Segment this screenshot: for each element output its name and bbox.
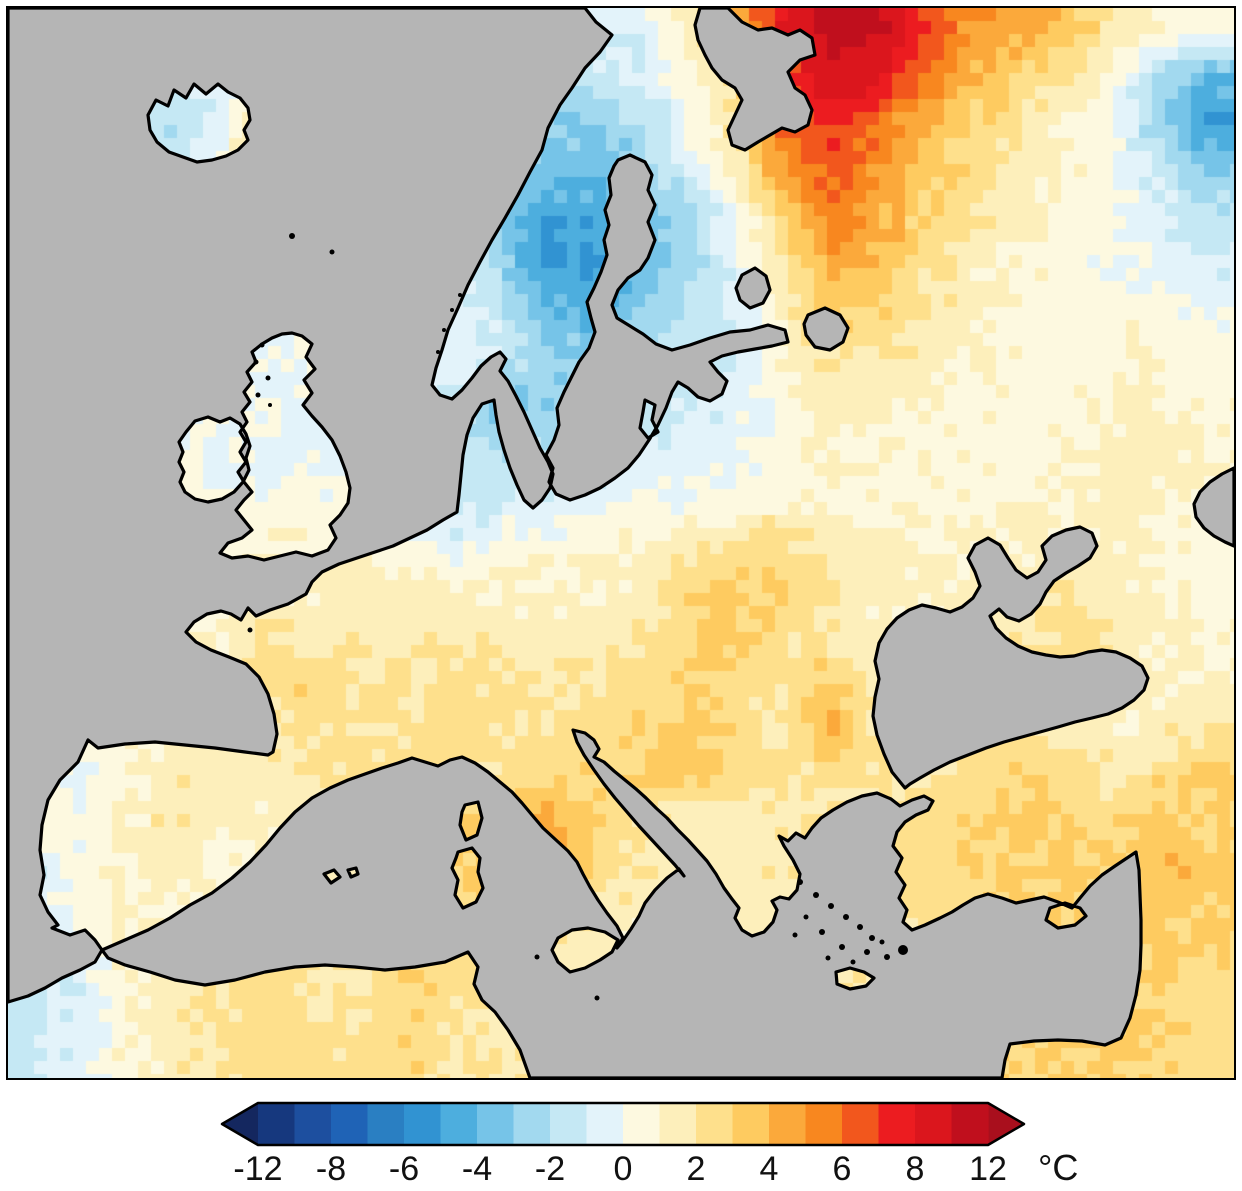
colorbar-bin <box>367 1103 405 1145</box>
colorbar-tick-label: 6 <box>833 1150 852 1188</box>
colorbar-tick-label: -4 <box>462 1150 492 1188</box>
colorbar-tick-label: 0 <box>614 1150 633 1188</box>
colorbar-bin <box>258 1103 296 1145</box>
colorbar-left-arrow <box>222 1103 258 1145</box>
colorbar-bin <box>878 1103 916 1145</box>
islet-speck <box>857 924 863 930</box>
colorbar-bin <box>440 1103 478 1145</box>
islet-speck <box>825 955 831 961</box>
colorbar-bin <box>550 1103 588 1145</box>
islet-speck <box>253 359 259 365</box>
islet-speck <box>813 892 819 898</box>
colorbar-bin <box>623 1103 661 1145</box>
islet-speck <box>879 939 885 945</box>
islet-speck <box>797 879 803 885</box>
colorbar-tick-label: 8 <box>906 1150 925 1188</box>
colorbar-tick-label: -2 <box>535 1150 565 1188</box>
colorbar-bin <box>805 1103 843 1145</box>
colorbar-bin <box>477 1103 515 1145</box>
colorbar-tick-label: -6 <box>389 1150 419 1188</box>
colorbar-bin <box>513 1103 551 1145</box>
islet-speck <box>843 914 849 920</box>
islet-speck <box>289 233 295 239</box>
islet-speck <box>803 914 809 920</box>
islet-speck <box>534 954 540 960</box>
islet-speck <box>329 249 335 255</box>
islet-speck <box>819 929 825 935</box>
temperature-unit-label: °C <box>1038 1147 1078 1188</box>
islet-speck <box>265 375 271 381</box>
islet-speck <box>828 903 834 909</box>
colorbar-outline <box>220 1101 1026 1147</box>
colorbar-bin <box>732 1103 770 1145</box>
islet-speck <box>436 350 440 354</box>
colorbar-bin <box>951 1103 989 1145</box>
colorbar-bin <box>769 1103 807 1145</box>
islet-speck <box>442 328 446 332</box>
colorbar-bin <box>696 1103 734 1145</box>
colorbar: -12 -8 -6 -4 -2 0 2 4 6 8 12 °C <box>220 1101 1078 1188</box>
islet-speck <box>869 935 875 941</box>
colorbar-bin <box>331 1103 369 1145</box>
islet-speck <box>850 959 856 965</box>
colorbar-tick-label: -8 <box>316 1150 346 1188</box>
colorbar-bin <box>586 1103 624 1145</box>
small-islands <box>247 233 908 1001</box>
colorbar-bin <box>842 1103 880 1145</box>
colorbar-bin <box>294 1103 332 1145</box>
colorbar-tick-label: 4 <box>760 1150 779 1188</box>
coastline-sea-overlay <box>8 8 1234 1078</box>
islet-speck <box>864 949 870 955</box>
colorbar-right-arrow <box>988 1103 1024 1145</box>
colorbar-tick-label: 12 <box>969 1150 1007 1188</box>
colorbar-bin <box>404 1103 442 1145</box>
islet-speck <box>458 293 462 297</box>
colorbar-tick-label: 2 <box>687 1150 706 1188</box>
islet-speck <box>792 932 798 938</box>
colorbar-bin <box>659 1103 697 1145</box>
islet-speck <box>898 945 908 955</box>
colorbar-bin <box>915 1103 953 1145</box>
colorbar-tick-label: -12 <box>233 1150 282 1188</box>
islet-speck <box>884 954 890 960</box>
map-frame <box>6 6 1236 1080</box>
islet-speck <box>268 403 272 407</box>
islet-speck <box>594 995 600 1001</box>
islet-speck <box>247 627 253 633</box>
sea-mask <box>8 8 1234 1078</box>
islet-speck <box>255 392 261 398</box>
islet-speck <box>839 944 845 950</box>
islet-speck <box>450 308 454 312</box>
islet-speck <box>259 342 265 348</box>
